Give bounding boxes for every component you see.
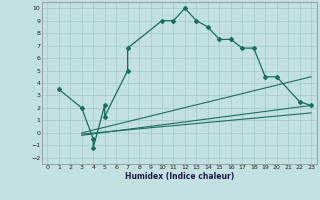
X-axis label: Humidex (Indice chaleur): Humidex (Indice chaleur) xyxy=(124,172,234,181)
